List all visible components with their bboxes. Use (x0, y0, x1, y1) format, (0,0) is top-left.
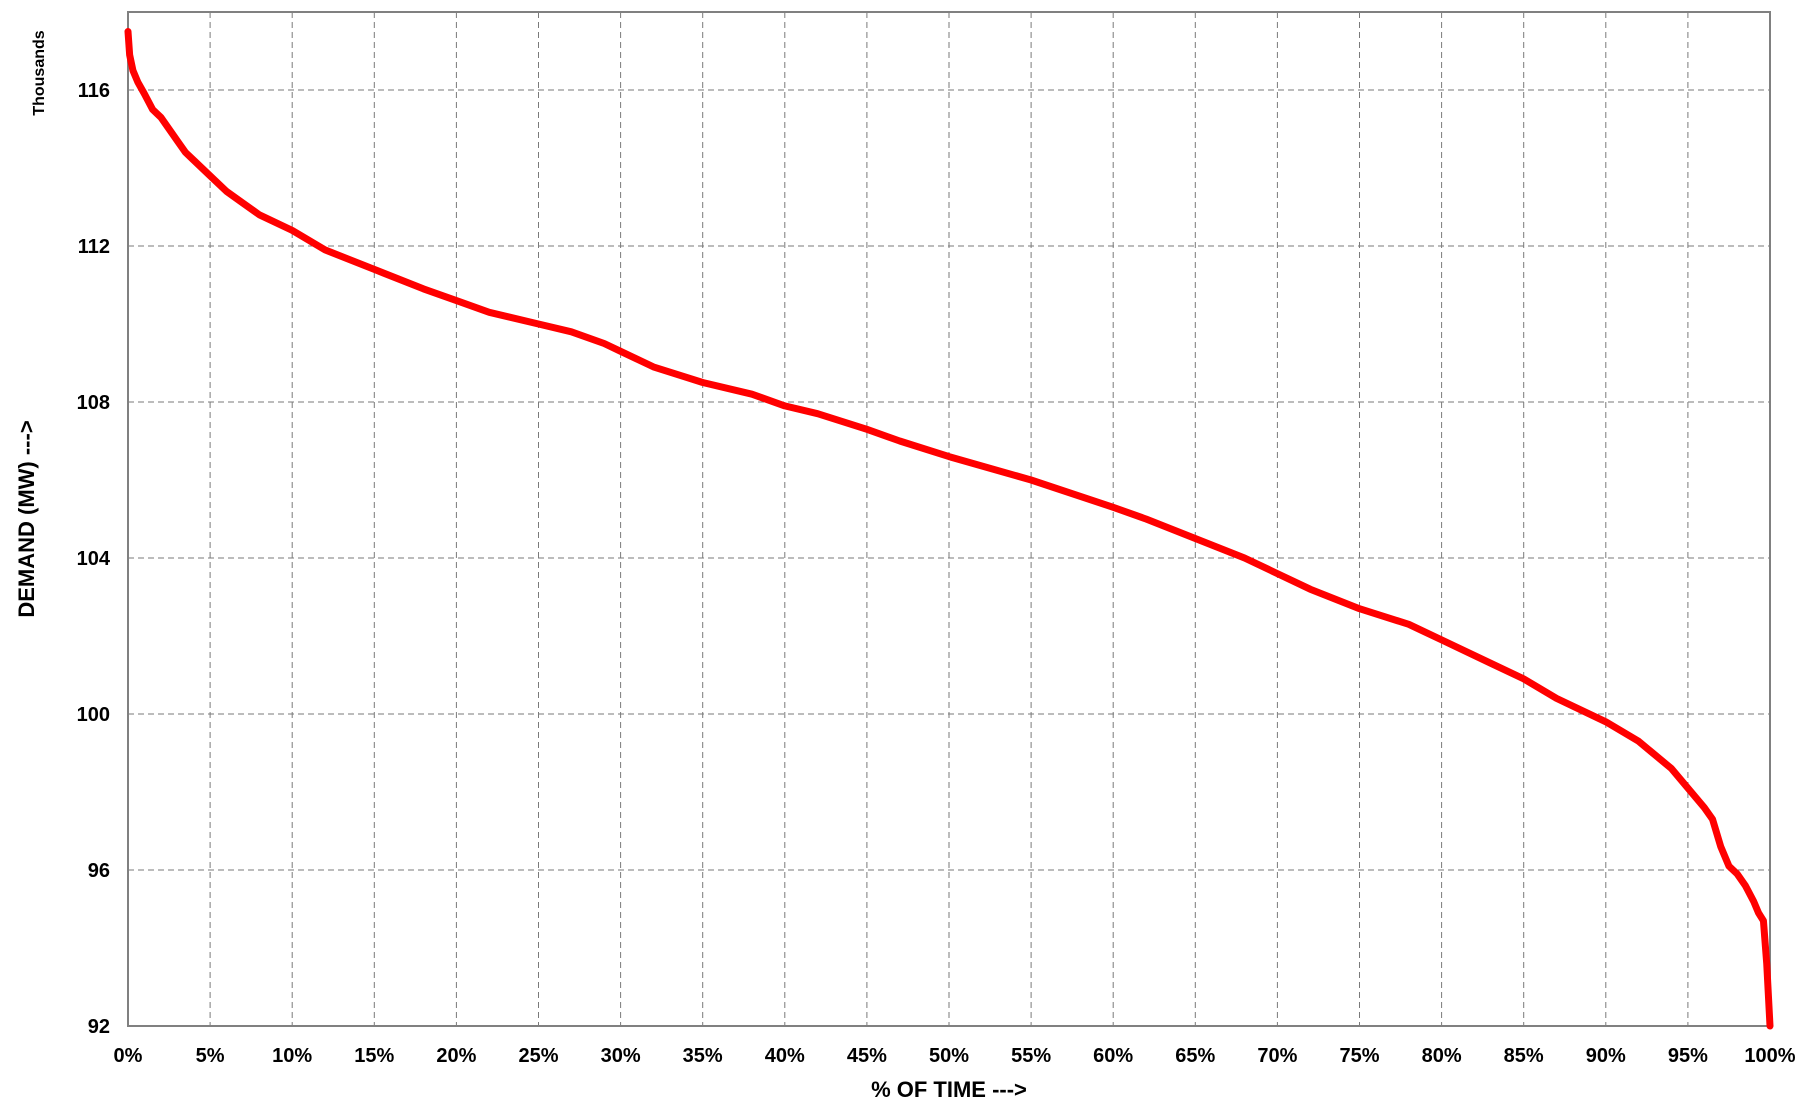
x-tick-label: 95% (1668, 1045, 1708, 1067)
y-tick-label: 100 (77, 704, 110, 726)
x-axis-title: % OF TIME ---> (871, 1077, 1027, 1102)
x-tick-label: 80% (1422, 1045, 1462, 1067)
y-tick-label: 92 (88, 1016, 110, 1038)
y-tick-label: 108 (77, 392, 110, 414)
x-tick-label: 20% (436, 1045, 476, 1067)
y-tick-label: 112 (78, 236, 110, 258)
y-units-label: Thousands (31, 30, 48, 115)
x-tick-label: 5% (196, 1045, 225, 1067)
x-tick-label: 75% (1339, 1045, 1379, 1067)
x-tick-label: 100% (1744, 1045, 1795, 1067)
x-tick-label: 35% (683, 1045, 723, 1067)
x-tick-label: 85% (1504, 1045, 1544, 1067)
x-tick-label: 70% (1257, 1045, 1297, 1067)
x-tick-label: 45% (847, 1045, 887, 1067)
x-tick-label: 50% (929, 1045, 969, 1067)
x-tick-label: 90% (1586, 1045, 1626, 1067)
grid-layer (128, 12, 1770, 1026)
x-tick-label: 15% (354, 1045, 394, 1067)
x-tick-label: 55% (1011, 1045, 1051, 1067)
x-tick-label: 0% (114, 1045, 143, 1067)
x-tick-label: 30% (601, 1045, 641, 1067)
x-tick-label: 65% (1175, 1045, 1215, 1067)
x-tick-label: 10% (272, 1045, 312, 1067)
x-tick-label: 25% (518, 1045, 558, 1067)
x-tick-label: 40% (765, 1045, 805, 1067)
plot-frame (127, 11, 1771, 1027)
y-tick-label: 104 (77, 548, 111, 570)
y-tick-labels: 92 96 100 104 108 112 116 (77, 80, 111, 1038)
y-tick-label: 116 (78, 80, 110, 102)
demand-series-line (124, 28, 1774, 1030)
x-tick-label: 60% (1093, 1045, 1133, 1067)
y-axis-title: DEMAND (MW) ---> (14, 420, 39, 617)
x-tick-labels: 0% 5% 10% 15% 20% 25% 30% 35% 40% 45% 50% 55% 60% 65%… (114, 1045, 1796, 1067)
y-tick-label: 96 (88, 860, 110, 882)
series-layer (124, 28, 1774, 1030)
